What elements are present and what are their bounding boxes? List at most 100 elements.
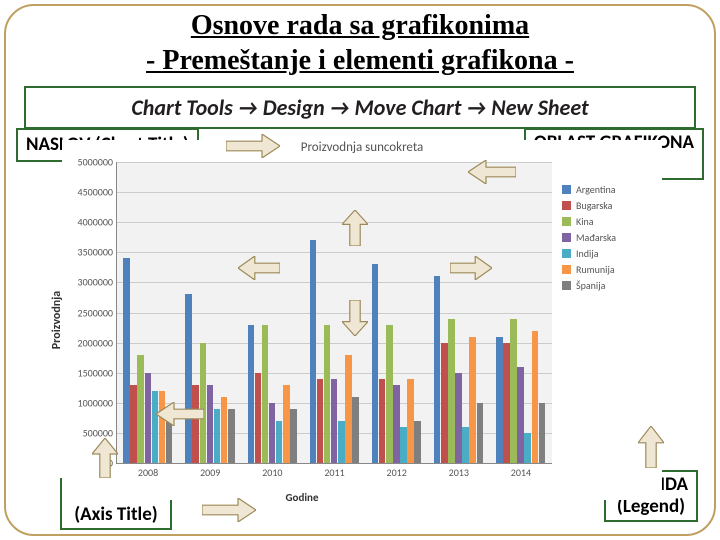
legend-label: Bugarska xyxy=(576,199,666,212)
callout-arrow xyxy=(450,256,492,280)
y-tick-label: 5000000 xyxy=(78,156,117,169)
bar xyxy=(269,403,276,463)
bar xyxy=(255,373,262,463)
legend-swatch xyxy=(562,249,571,258)
title-line-2: - Premeštanje i elementi grafikona - xyxy=(0,43,720,78)
y-tick-label: 3500000 xyxy=(78,246,117,259)
bar xyxy=(352,397,359,463)
x-tick-label: 2011 xyxy=(324,463,344,479)
legend-label: Španija xyxy=(576,279,666,292)
callout-arrow xyxy=(226,134,280,158)
bar xyxy=(276,421,283,463)
bar xyxy=(283,385,290,463)
bar xyxy=(407,379,414,463)
bar xyxy=(338,421,345,463)
slide-title: Osnove rada sa grafikonima - Premeštanje… xyxy=(0,8,720,78)
y-tick-label: 4000000 xyxy=(78,216,117,229)
bar xyxy=(517,367,524,463)
menu-path: Chart Tools → Design → Move Chart → New … xyxy=(24,86,696,129)
bar xyxy=(345,355,352,463)
bar xyxy=(137,355,144,463)
label-axis-title-l2: (Axis Title) xyxy=(70,504,162,526)
legend-item: Španija xyxy=(562,279,666,292)
bar xyxy=(414,421,421,463)
bar xyxy=(214,409,221,463)
bar xyxy=(393,385,400,463)
bar xyxy=(400,427,407,463)
gridline xyxy=(117,313,552,314)
bar xyxy=(462,427,469,463)
bar xyxy=(185,294,192,463)
y-axis-title: Proizvodnja xyxy=(50,291,64,349)
legend-label: Mađarska xyxy=(576,231,666,244)
bar xyxy=(290,409,297,463)
bar xyxy=(317,379,324,463)
gridline xyxy=(117,282,552,283)
bar xyxy=(221,397,228,463)
x-axis-title: Godine xyxy=(62,491,542,504)
callout-arrow xyxy=(342,300,368,336)
callout-arrow xyxy=(342,210,368,246)
gridline xyxy=(117,222,552,223)
legend-item: Mađarska xyxy=(562,231,666,244)
bar xyxy=(207,385,214,463)
bar xyxy=(386,325,393,463)
bar xyxy=(379,379,386,463)
callout-arrow xyxy=(638,426,664,468)
gridline xyxy=(117,343,552,344)
x-tick-label: 2008 xyxy=(138,463,158,479)
gridline xyxy=(117,252,552,253)
legend-label: Kina xyxy=(576,215,666,228)
legend-label: Argentina xyxy=(576,183,666,196)
y-tick-label: 2500000 xyxy=(78,306,117,319)
x-tick-label: 2012 xyxy=(387,463,407,479)
y-tick-label: 2000000 xyxy=(78,336,117,349)
gridline xyxy=(117,192,552,193)
bar xyxy=(262,325,269,463)
legend-item: Argentina xyxy=(562,183,666,196)
callout-arrow xyxy=(156,402,204,426)
bar xyxy=(310,240,317,463)
bar xyxy=(455,373,462,463)
callout-arrow xyxy=(92,438,118,478)
legend-label: Indija xyxy=(576,247,666,260)
callout-arrow xyxy=(238,256,280,280)
bar xyxy=(469,337,476,463)
y-tick-label: 3000000 xyxy=(78,276,117,289)
bar xyxy=(130,385,137,463)
legend-label: Rumunija xyxy=(576,263,666,276)
bar xyxy=(539,403,546,463)
bar xyxy=(145,373,152,463)
bar xyxy=(372,264,379,463)
legend-item: Bugarska xyxy=(562,199,666,212)
bar xyxy=(324,325,331,463)
bar xyxy=(503,343,510,463)
y-tick-label: 1500000 xyxy=(78,366,117,379)
bar xyxy=(331,379,338,463)
x-tick-label: 2010 xyxy=(262,463,282,479)
chart-title: Proizvodnja suncokreta xyxy=(62,140,662,155)
bar xyxy=(477,403,484,463)
legend-swatch xyxy=(562,201,571,210)
legend-swatch xyxy=(562,281,571,290)
bar xyxy=(228,409,235,463)
x-tick-label: 2013 xyxy=(449,463,469,479)
bar xyxy=(123,258,130,463)
callout-arrow xyxy=(202,498,256,522)
callout-arrow xyxy=(468,160,516,184)
legend-item: Rumunija xyxy=(562,263,666,276)
bar xyxy=(510,319,517,463)
legend-swatch xyxy=(562,217,571,226)
bar xyxy=(248,325,255,463)
x-tick-label: 2014 xyxy=(511,463,531,479)
y-tick-label: 4500000 xyxy=(78,186,117,199)
gridline xyxy=(117,373,552,374)
y-tick-label: 1000000 xyxy=(78,396,117,409)
bar xyxy=(448,319,455,463)
bar xyxy=(532,331,539,463)
legend-swatch xyxy=(562,265,571,274)
title-line-1: Osnove rada sa grafikonima xyxy=(0,8,720,43)
legend-swatch xyxy=(562,233,571,242)
legend-item: Indija xyxy=(562,247,666,260)
bar xyxy=(524,433,531,463)
